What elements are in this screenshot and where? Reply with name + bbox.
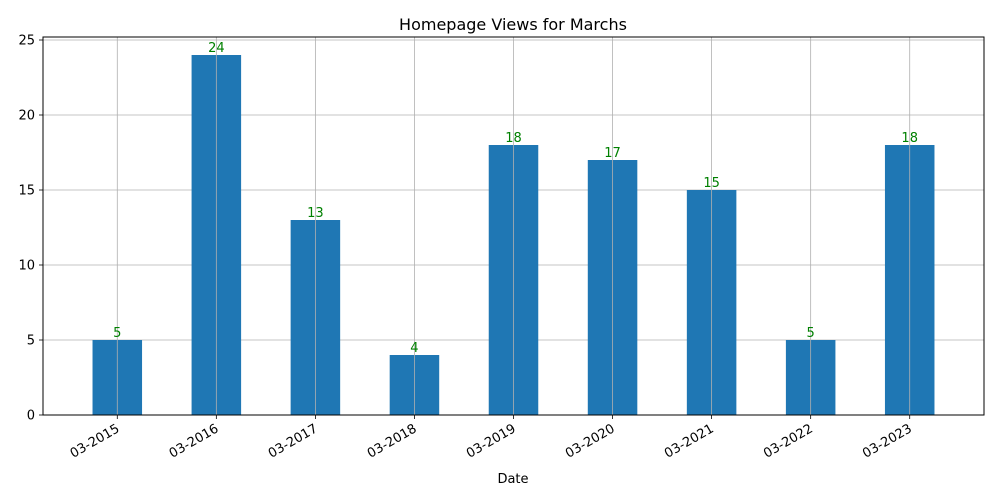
x-axis-label: Date — [497, 472, 528, 487]
x-tick-label: 03-2017 — [266, 421, 321, 461]
x-tick-label: 03-2022 — [761, 421, 816, 461]
y-tick-label: 0 — [27, 409, 35, 424]
data-label: 24 — [208, 41, 225, 56]
x-tick-label: 03-2015 — [68, 421, 123, 461]
vertical-grid-lines — [116, 37, 911, 415]
data-label: 18 — [505, 131, 522, 146]
data-label: 15 — [703, 176, 720, 191]
y-tick-label: 5 — [27, 334, 35, 349]
data-label: 17 — [604, 146, 621, 161]
y-axis-ticks: 0 5 10 15 20 25 — [18, 34, 43, 424]
data-label: 5 — [807, 326, 815, 341]
chart-title: Homepage Views for Marchs — [399, 15, 627, 34]
x-tick-label: 03-2016 — [167, 421, 222, 461]
x-tick-label: 03-2021 — [662, 421, 717, 461]
x-axis-ticks: 03-2015 03-2016 03-2017 03-2018 03-2019 03-20… — [68, 415, 915, 462]
data-label: 18 — [901, 131, 918, 146]
data-labels: 5 24 13 4 18 17 15 5 18 — [113, 41, 918, 356]
x-tick-label: 03-2018 — [365, 421, 420, 461]
data-label: 5 — [113, 326, 121, 341]
data-label: 4 — [410, 341, 418, 356]
x-tick-label: 03-2020 — [563, 421, 618, 461]
y-tick-label: 15 — [18, 184, 35, 199]
y-tick-label: 20 — [18, 109, 35, 124]
data-label: 13 — [307, 206, 324, 221]
x-tick-label: 03-2023 — [860, 421, 915, 461]
y-tick-label: 10 — [18, 259, 35, 274]
y-tick-label: 25 — [18, 34, 35, 49]
x-tick-label: 03-2019 — [464, 421, 519, 461]
